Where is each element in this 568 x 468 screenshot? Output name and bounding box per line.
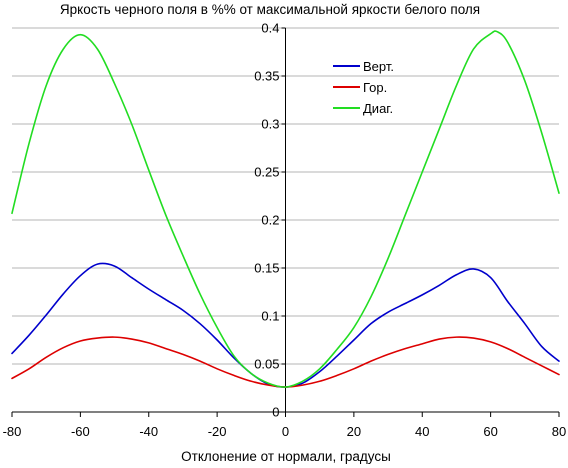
series-line-3 [11, 30, 560, 388]
x-tick-label: -80 [3, 424, 22, 439]
x-tick-label: -60 [71, 424, 90, 439]
legend: Верт. Гор. Диаг. [333, 59, 394, 116]
x-tick-label: -20 [208, 424, 227, 439]
x-axis: -80 -60 -40 -20 0 20 40 60 80 [3, 411, 566, 439]
y-tick-label: 0.15 [254, 261, 279, 276]
x-tick-label: 60 [483, 424, 497, 439]
y-tick-label: 0.35 [254, 69, 279, 84]
x-tick-label: -40 [139, 424, 158, 439]
y-tick-label: 0.4 [261, 21, 279, 36]
x-tick-label: 40 [415, 424, 429, 439]
chart-title: Яркость черного поля в %% от максимально… [60, 2, 480, 17]
y-tick-label: 0.2 [261, 213, 279, 228]
x-tick-label: 20 [347, 424, 361, 439]
series-layer [11, 30, 560, 388]
y-tick-label: 0.25 [254, 165, 279, 180]
x-axis-label: Отклонение от нормали, градусы [181, 449, 391, 464]
legend-label: Верт. [363, 59, 394, 74]
x-tick-label: 80 [552, 424, 566, 439]
y-tick-label: 0.3 [261, 117, 279, 132]
legend-label: Диаг. [363, 101, 393, 116]
x-tick-label: 0 [282, 424, 289, 439]
y-tick-label: 0.05 [254, 357, 279, 372]
legend-label: Гор. [363, 80, 387, 95]
y-tick-label: 0.1 [261, 309, 279, 324]
